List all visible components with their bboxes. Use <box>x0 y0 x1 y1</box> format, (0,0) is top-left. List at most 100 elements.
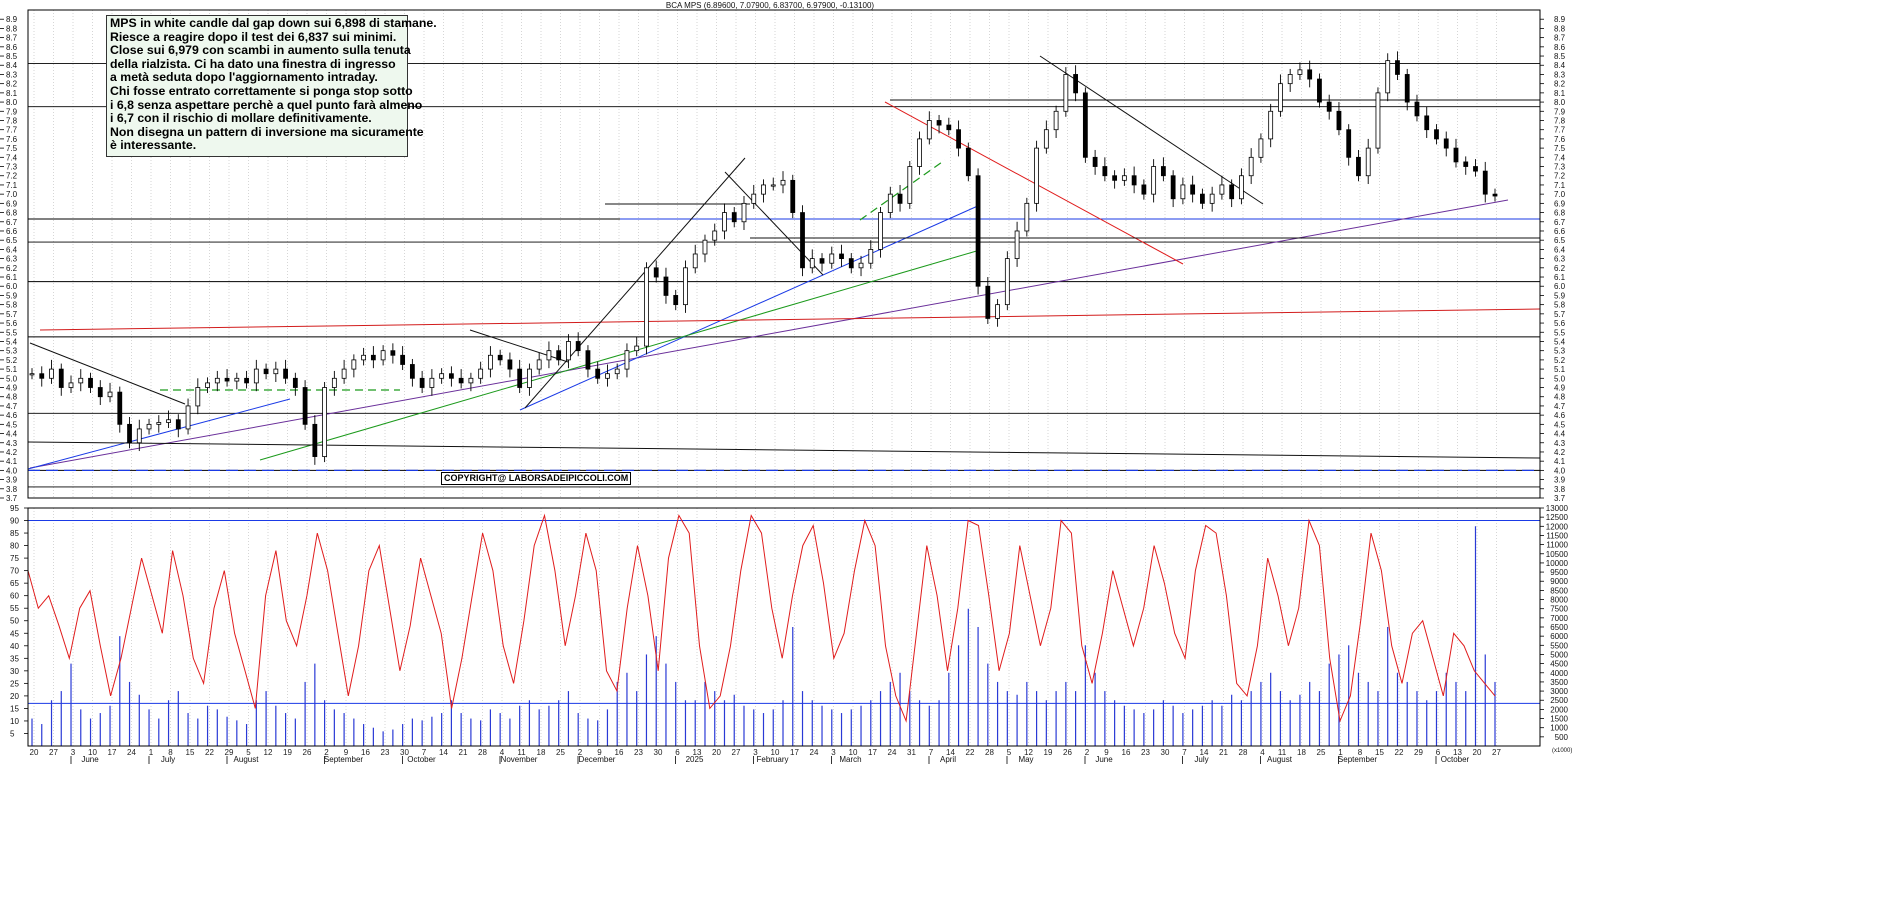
volume-tick-label: 1500 <box>1550 715 1568 724</box>
price-tick-label-left: 4.7 <box>6 402 18 411</box>
day-tick-label: 3 <box>71 748 76 757</box>
day-tick-label: 22 <box>966 748 975 757</box>
volume-tick-label: 11000 <box>1546 541 1568 550</box>
day-tick-label: 15 <box>186 748 195 757</box>
chart-title: BCA MPS (6.89600, 7.07900, 6.83700, 6.97… <box>665 1 875 10</box>
price-tick-label: 3.7 <box>1554 494 1566 503</box>
candle-body <box>1414 101 1420 117</box>
day-tick-label: 27 <box>49 748 58 757</box>
volume-tick-label: 10000 <box>1546 559 1569 568</box>
day-tick-label: 20 <box>1473 748 1482 757</box>
candle-body <box>1385 60 1391 94</box>
candle-body <box>1024 202 1030 232</box>
day-tick-label: 25 <box>1317 748 1326 757</box>
day-tick-label: 19 <box>1044 748 1053 757</box>
day-tick-label: 14 <box>1200 748 1209 757</box>
day-tick-label: 16 <box>615 748 624 757</box>
candle-body <box>1151 166 1157 195</box>
support-resistance-levels <box>28 62 1540 488</box>
price-tick-label: 3.8 <box>1554 485 1566 494</box>
price-tick-label-left: 5.9 <box>6 291 18 300</box>
day-tick-label: 17 <box>790 748 799 757</box>
candle-body <box>819 258 825 264</box>
candle-body <box>907 166 913 204</box>
day-tick-label: 9 <box>597 748 602 757</box>
candles <box>29 51 1498 465</box>
candle-body <box>897 193 903 204</box>
day-tick-label: 8 <box>168 748 173 757</box>
note-line: Non disegna un pattern di inversione ma … <box>110 124 424 139</box>
price-tick-label: 8.0 <box>1554 98 1566 107</box>
price-tick-label: 7.2 <box>1554 172 1566 181</box>
candle-body <box>839 253 844 260</box>
candle-body <box>829 253 835 264</box>
candle-body <box>224 377 230 382</box>
candle-body <box>107 391 113 398</box>
price-tick-label: 8.5 <box>1554 52 1566 61</box>
month-label: September <box>324 755 363 764</box>
red-trendline-flat <box>39 308 1541 331</box>
candle-body <box>946 124 952 131</box>
price-tick-label: 8.2 <box>1554 80 1566 89</box>
candle-body <box>1131 175 1137 186</box>
price-tick-label-left: 6.5 <box>6 236 18 245</box>
volume-tick-label: 10500 <box>1546 550 1569 559</box>
candle-body <box>1200 193 1205 204</box>
oscillator-panel-frame <box>27 507 1541 747</box>
candle-body <box>88 377 93 388</box>
price-tick-label: 6.8 <box>1554 209 1566 218</box>
blue-uptrend-short <box>27 398 291 470</box>
candle-body <box>868 248 874 264</box>
black-downtrend-2 <box>469 329 569 363</box>
candle-body <box>741 202 747 223</box>
candle-body <box>1219 184 1225 195</box>
price-tick-label: 7.5 <box>1554 144 1566 153</box>
price-tick-label: 8.8 <box>1554 24 1566 33</box>
blue-uptrend <box>519 204 981 411</box>
price-tick-label-left: 4.3 <box>6 439 18 448</box>
price-tick-label-left: 6.8 <box>6 209 18 218</box>
candle-body <box>1102 166 1108 177</box>
candle-body <box>58 368 64 388</box>
price-tick-label-left: 8.7 <box>6 34 18 43</box>
price-tick-label: 6.9 <box>1554 199 1566 208</box>
day-tick-label: 19 <box>283 748 292 757</box>
day-tick-label: 26 <box>1063 748 1072 757</box>
osc-tick-label: 65 <box>10 579 19 588</box>
candle-body <box>29 373 35 376</box>
price-tick-label: 6.2 <box>1554 264 1566 273</box>
candle-body <box>302 387 308 425</box>
osc-tick-label: 70 <box>10 567 19 576</box>
candle-body <box>156 422 162 425</box>
osc-tick-label: 25 <box>10 679 19 688</box>
candle-body <box>166 419 171 423</box>
day-tick-label: 23 <box>634 748 643 757</box>
candle-body <box>1034 147 1039 204</box>
note-line: i 6,7 con il rischio di mollare definiti… <box>110 111 372 126</box>
price-tick-label-left: 5.1 <box>6 365 18 374</box>
price-tick-label: 5.0 <box>1554 374 1566 383</box>
day-tick-label: 9 <box>1104 748 1109 757</box>
volume-tick-label: 1000 <box>1550 724 1568 733</box>
price-tick-label: 4.3 <box>1554 439 1566 448</box>
candle-body <box>1482 170 1488 195</box>
candle-body <box>1073 74 1079 94</box>
note-line: MPS in white candle dal gap down sui 6,8… <box>110 16 437 30</box>
day-tick-label: 3 <box>831 748 836 757</box>
day-tick-label: 13 <box>693 748 702 757</box>
candle-body <box>624 350 630 370</box>
candle-body <box>1190 184 1196 195</box>
day-tick-label: 11 <box>1278 748 1287 757</box>
price-tick-label-left: 8.3 <box>6 70 18 79</box>
day-tick-label: 28 <box>1239 748 1248 757</box>
candle-body <box>887 193 893 213</box>
candle-body <box>1229 184 1235 200</box>
volume-tick-label: 7000 <box>1550 614 1568 623</box>
purple-uptrend <box>29 199 1509 469</box>
day-tick-label: 18 <box>537 748 546 757</box>
candle-body <box>331 377 337 388</box>
price-tick-label: 5.4 <box>1554 337 1566 346</box>
volume-tick-label: 3000 <box>1550 687 1568 696</box>
price-tick-label-left: 7.8 <box>6 116 18 125</box>
day-tick-label: 9 <box>344 748 349 757</box>
